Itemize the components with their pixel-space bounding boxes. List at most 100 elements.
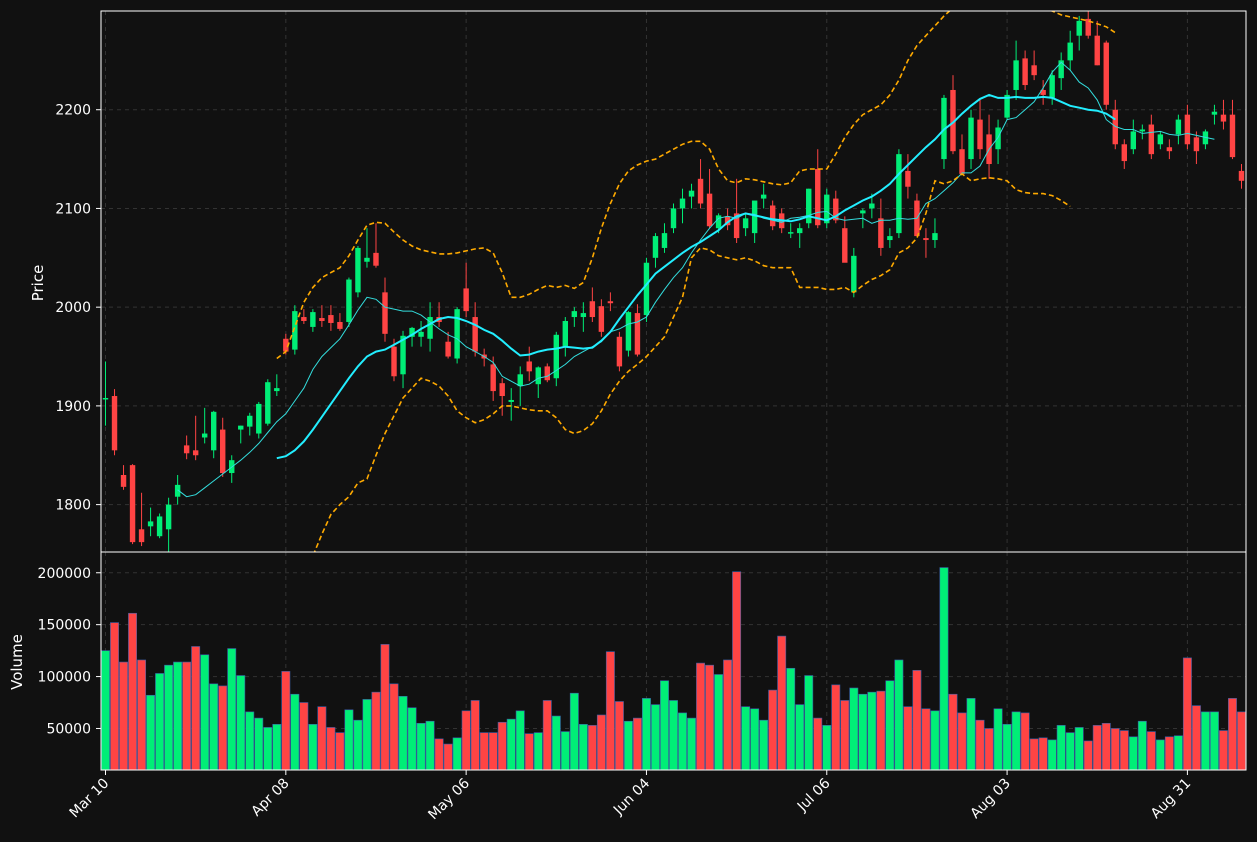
volume-bar (515, 710, 525, 770)
volume-bar (308, 724, 318, 770)
volume-bar (1002, 724, 1012, 770)
volume-bar (732, 571, 742, 770)
candle-body (724, 216, 731, 226)
volume-bar (110, 622, 119, 770)
volume-bar (137, 659, 147, 770)
candle-body (526, 361, 532, 372)
volume-bar (714, 674, 724, 770)
volume-bar (173, 661, 183, 770)
volume-bar (1110, 728, 1120, 770)
volume-bar (795, 704, 805, 770)
volume-bar (407, 707, 417, 770)
candle-body (1211, 111, 1218, 115)
volume-bar (885, 680, 895, 770)
volume-bar (813, 717, 823, 770)
volume-bar (389, 683, 399, 770)
candle-body (328, 315, 334, 323)
price-axis-label: Price (29, 265, 47, 302)
volume-bar (380, 644, 390, 770)
candle-body (1166, 147, 1173, 152)
volume-bar (218, 685, 228, 770)
candle-body (887, 236, 893, 241)
volume-bar (966, 698, 976, 770)
candle-body (742, 218, 749, 229)
candle-body (156, 516, 163, 537)
candle-body (544, 366, 550, 381)
volume-bar (1056, 725, 1066, 770)
candle-body (283, 338, 289, 352)
volume-bars (101, 567, 1246, 770)
volume-tick-label: 50000 (46, 721, 91, 737)
volume-bar (1011, 711, 1021, 770)
candle-body (607, 301, 614, 304)
volume-bar (804, 675, 814, 770)
volume-bar (443, 743, 453, 770)
volume-bar (245, 711, 255, 770)
volume-axis-label: Volume (8, 634, 26, 690)
volume-bar (416, 722, 426, 770)
volume-bar (1173, 735, 1183, 770)
candle-body (454, 309, 460, 359)
price-tick-label: 2000 (55, 300, 91, 316)
candle-body (851, 255, 857, 293)
volume-bar (209, 683, 219, 770)
volume-bar (687, 717, 696, 770)
volume-bar (146, 694, 156, 770)
candle-body (364, 257, 370, 262)
candle-body (418, 331, 424, 337)
candle-body (905, 170, 911, 187)
candle-body (833, 198, 839, 221)
candle-body (878, 218, 884, 248)
candle-body (1049, 75, 1055, 98)
candle-body (400, 335, 406, 375)
candle-body (535, 367, 541, 385)
candle-body (553, 334, 559, 379)
volume-bar (822, 725, 832, 770)
candle-body (643, 262, 650, 316)
candle-body (210, 411, 217, 451)
volume-bar (894, 659, 904, 770)
candle-body (1175, 119, 1182, 135)
candle-body (1094, 35, 1100, 66)
volume-bar (777, 635, 787, 770)
volume-bar (903, 706, 913, 770)
volume-bar (1101, 722, 1111, 770)
volume-bar (524, 733, 534, 770)
volume-bar (741, 706, 751, 770)
volume-bar (1209, 711, 1219, 770)
sma-fast-line (177, 61, 1215, 498)
candlestick-series (102, 11, 1245, 552)
volume-bar (1038, 737, 1048, 770)
candle-body (896, 154, 902, 234)
volume-bar (362, 699, 372, 770)
volume-bar (542, 700, 552, 770)
volume-bar (759, 719, 769, 770)
candle-body (138, 529, 145, 543)
volume-bar (272, 724, 282, 770)
candle-body (1022, 58, 1028, 86)
candle-body (788, 232, 794, 234)
candle-body (409, 327, 415, 337)
volume-bar (1237, 711, 1246, 770)
volume-bar (1092, 725, 1102, 770)
volume-bar (200, 654, 210, 770)
volume-bar (705, 664, 715, 770)
candle-body (661, 233, 668, 248)
volume-bar (290, 693, 300, 770)
volume-bar (335, 732, 345, 770)
volume-bar (182, 661, 192, 770)
volume-bar (254, 717, 264, 770)
candle-body (616, 336, 623, 367)
price-tick-label: 2200 (55, 103, 91, 119)
volume-bar (353, 719, 363, 770)
volume-bar (326, 727, 336, 770)
volume-bar (984, 728, 994, 770)
candle-body (165, 504, 172, 530)
volume-bar (452, 737, 462, 770)
candle-body (860, 210, 866, 214)
volume-bar (263, 727, 273, 770)
candle-body (562, 320, 569, 347)
candle-body (1076, 20, 1082, 36)
candle-body (715, 215, 722, 229)
